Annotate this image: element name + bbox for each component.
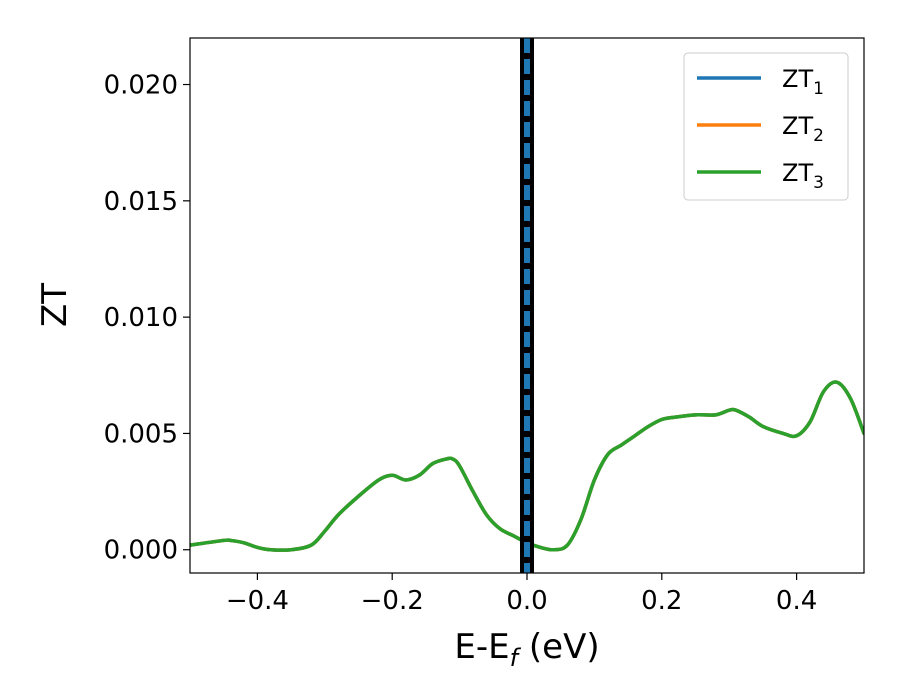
x-axis-label: E-Ef (eV): [454, 627, 599, 672]
legend-label-3: ZT3: [782, 159, 824, 193]
legend-label-2: ZT2: [782, 112, 824, 146]
y-tick-label: 0.000: [104, 536, 178, 566]
y-tick-label: 0.005: [104, 419, 178, 449]
x-tick-label: 0.0: [506, 586, 547, 616]
x-tick-label: 0.2: [641, 586, 682, 616]
y-tick-label: 0.010: [104, 303, 178, 333]
x-tick-label: −0.2: [361, 586, 424, 616]
y-axis-label: ZT: [35, 283, 75, 327]
y-tick-label: 0.015: [104, 187, 178, 217]
legend: ZT1 ZT2 ZT3: [683, 52, 849, 201]
x-tick-label: −0.4: [226, 586, 289, 616]
x-tick-label: 0.4: [776, 586, 817, 616]
y-tick-label: 0.020: [104, 71, 178, 101]
legend-label-1: ZT1: [782, 65, 824, 99]
legend-frame: [683, 52, 849, 201]
